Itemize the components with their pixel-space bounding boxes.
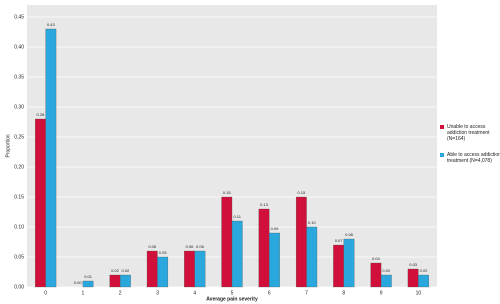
value-label: 0.03 <box>409 262 418 267</box>
bar <box>109 274 121 288</box>
y-tick-label: 0.30 <box>14 104 24 110</box>
y-tick-label: 0.45 <box>14 14 24 20</box>
bar <box>333 244 344 288</box>
bar <box>269 232 280 288</box>
y-tick-label: 0.05 <box>14 254 24 260</box>
value-label: 0.06 <box>196 244 205 249</box>
value-label: 0.09 <box>271 226 280 231</box>
bar <box>157 256 169 288</box>
y-tick-label: 0.35 <box>14 74 24 80</box>
x-tick-label: 0 <box>44 290 47 296</box>
bar <box>380 274 392 288</box>
value-label: 0.28 <box>37 112 46 117</box>
bar <box>82 280 94 288</box>
x-tick-label: 6 <box>268 290 271 296</box>
y-tick-label: 0.00 <box>14 284 24 290</box>
bar <box>120 274 131 288</box>
x-tick-label: 9 <box>380 290 383 296</box>
x-axis-label: Average pain severity <box>206 296 258 302</box>
legend-swatch <box>440 125 444 129</box>
legend-item: Able to access addiction treatment (N=4,… <box>440 152 500 164</box>
x-tick-label: 4 <box>193 290 196 296</box>
value-label: 0.10 <box>308 220 317 225</box>
bar <box>231 220 243 288</box>
value-label: 0.02 <box>382 268 391 273</box>
value-label: 0.04 <box>372 256 381 261</box>
bar <box>35 118 46 288</box>
value-label: 0.00 <box>74 280 83 285</box>
bar <box>146 250 158 288</box>
value-label: 0.02 <box>111 268 120 273</box>
x-tick-label: 2 <box>119 290 122 296</box>
value-label: 0.05 <box>159 250 168 255</box>
bar <box>184 250 195 288</box>
y-tick-label: 0.40 <box>14 44 24 50</box>
bar <box>370 262 382 288</box>
bar <box>194 250 206 288</box>
legend-label: Unable to access addiction treatment (N=… <box>447 124 490 142</box>
value-label: 0.07 <box>335 238 344 243</box>
value-label: 0.02 <box>420 268 429 273</box>
x-tick-label: 1 <box>82 290 85 296</box>
value-label: 0.15 <box>223 190 232 195</box>
value-label: 0.06 <box>148 244 157 249</box>
legend-swatch <box>440 153 444 157</box>
value-label: 0.43 <box>47 22 56 27</box>
bar <box>45 28 57 288</box>
bar <box>418 274 429 288</box>
bar <box>221 196 233 288</box>
y-tick-label: 0.25 <box>14 134 24 140</box>
y-axis-label: Proportion <box>5 134 11 157</box>
bar <box>306 226 318 288</box>
value-label: 0.06 <box>186 244 195 249</box>
x-tick-label: 10 <box>416 290 422 296</box>
x-tick-label: 8 <box>342 290 345 296</box>
value-label: 0.01 <box>84 274 93 279</box>
legend-item: Unable to access addiction treatment (N=… <box>440 124 500 142</box>
y-tick-label: 0.10 <box>14 224 24 230</box>
value-label: 0.11 <box>233 214 241 219</box>
bar <box>258 208 270 288</box>
x-tick-label: 5 <box>231 290 234 296</box>
value-label: 0.02 <box>122 268 131 273</box>
y-tick-label: 0.15 <box>14 194 24 200</box>
legend-label: Able to access addiction treatment (N=4,… <box>447 152 500 164</box>
bar <box>407 268 419 288</box>
value-label: 0.15 <box>297 190 306 195</box>
y-tick-label: 0.20 <box>14 164 24 170</box>
bar <box>343 238 355 288</box>
x-tick-label: 7 <box>305 290 308 296</box>
x-tick-label: 3 <box>156 290 159 296</box>
value-label: 0.08 <box>345 232 354 237</box>
value-label: 0.13 <box>260 202 269 207</box>
bar <box>295 196 307 288</box>
